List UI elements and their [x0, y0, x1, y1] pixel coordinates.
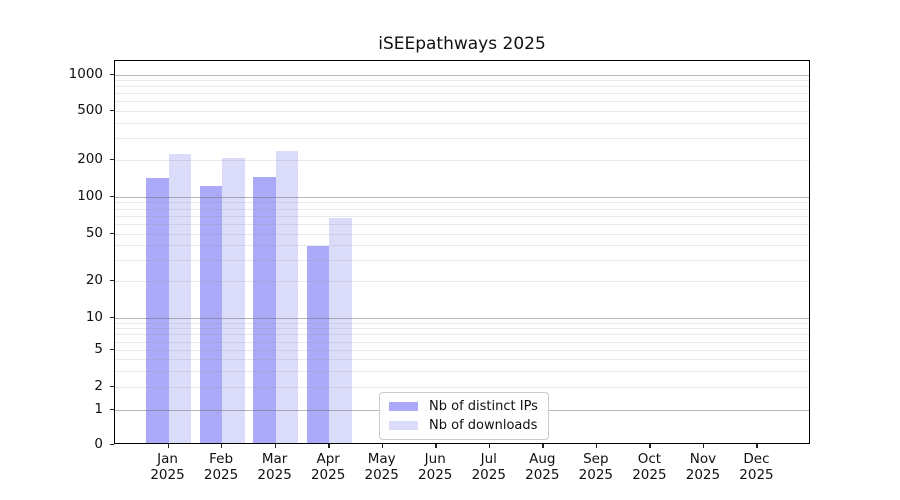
bar-distinct-ips-apr	[306, 245, 330, 443]
gridline-minor	[115, 328, 809, 330]
y-tick-mark	[110, 444, 114, 446]
bar-downloads-apr	[329, 217, 352, 443]
y-tick-label: 10	[85, 308, 103, 325]
gridline-minor	[115, 341, 809, 343]
y-tick-label: 200	[77, 151, 103, 167]
gridline-minor	[115, 387, 809, 388]
gridline-minor	[115, 138, 809, 140]
y-tick-label: 500	[77, 102, 103, 118]
gridline-minor	[115, 202, 809, 204]
y-tick-label: 0	[94, 436, 103, 452]
legend-item-distinct-ips: Nb of distinct IPs	[389, 399, 538, 414]
y-tick-mark	[110, 349, 114, 351]
x-tick-label-aug: Aug 2025	[525, 451, 560, 483]
y-tick-label: 1	[94, 400, 103, 417]
x-tick-mark	[328, 444, 330, 448]
y-tick-label: 20	[85, 272, 103, 288]
y-tick-mark	[110, 110, 114, 112]
y-tick-mark	[110, 408, 114, 411]
legend-swatch-distinct-ips	[389, 402, 418, 411]
bar-distinct-ips-jan	[146, 177, 169, 443]
x-tick-label-may: May 2025	[364, 451, 399, 483]
gridline-minor	[115, 233, 809, 235]
bar-downloads-feb	[222, 158, 245, 443]
y-tick-mark	[110, 159, 114, 161]
x-tick-label-jul: Jul 2025	[471, 451, 506, 483]
x-tick-mark	[649, 444, 651, 448]
y-tick-mark	[110, 232, 114, 234]
x-tick-mark	[542, 444, 544, 448]
bar-distinct-ips-mar	[253, 176, 276, 443]
legend-swatch-downloads	[389, 421, 418, 430]
y-tick-mark	[110, 73, 114, 76]
gridline-minor	[115, 245, 809, 247]
x-tick-mark	[221, 444, 223, 448]
x-tick-label-jan: Jan 2025	[150, 451, 185, 483]
gridline-minor	[115, 370, 809, 372]
gridline-minor	[115, 101, 809, 103]
bar-distinct-ips-feb	[199, 185, 223, 443]
legend-label-downloads: Nb of downloads	[429, 418, 538, 433]
gridline-minor	[115, 93, 809, 95]
gridline-major	[115, 196, 809, 198]
gridline-minor	[115, 359, 809, 360]
y-tick-label: 2	[94, 378, 103, 394]
gridline-minor	[115, 122, 809, 124]
x-tick-mark	[488, 444, 491, 448]
x-tick-mark	[702, 444, 705, 448]
legend: Nb of distinct IPs Nb of downloads	[379, 392, 549, 440]
x-tick-mark	[756, 444, 758, 448]
y-tick-mark	[110, 280, 114, 282]
y-tick-label: 5	[94, 341, 103, 357]
x-tick-mark	[381, 444, 384, 448]
y-tick-label: 50	[85, 224, 103, 241]
x-tick-mark	[435, 444, 437, 448]
gridline-minor	[115, 160, 809, 161]
x-tick-label-mar: Mar 2025	[257, 451, 292, 483]
x-tick-label-oct: Oct 2025	[632, 451, 667, 483]
x-tick-label-sep: Sep 2025	[578, 451, 614, 483]
gridline-minor	[115, 111, 809, 112]
gridline-minor	[115, 281, 809, 282]
x-tick-label-nov: Nov 2025	[685, 451, 721, 483]
x-tick-label-jun: Jun 2025	[418, 451, 453, 483]
gridline-minor	[115, 86, 809, 88]
x-tick-mark	[595, 444, 598, 448]
gridline-minor	[115, 334, 809, 336]
gridline-minor	[115, 350, 809, 351]
x-tick-label-feb: Feb 2025	[203, 451, 239, 483]
legend-label-distinct-ips: Nb of distinct IPs	[429, 399, 538, 414]
gridline-minor	[115, 223, 809, 225]
chart-title: iSEEpathways 2025	[378, 34, 546, 54]
x-tick-mark	[274, 444, 276, 448]
bar-downloads-mar	[275, 151, 299, 443]
y-tick-label: 1000	[68, 65, 103, 82]
plot-area	[114, 60, 810, 444]
x-tick-mark	[167, 444, 169, 448]
x-tick-label-dec: Dec 2025	[739, 451, 774, 483]
gridline-minor	[115, 215, 809, 217]
gridline-major	[115, 74, 809, 76]
bar-downloads-jan	[168, 154, 192, 443]
x-tick-label-apr: Apr 2025	[310, 451, 346, 483]
legend-item-downloads: Nb of downloads	[389, 418, 538, 433]
y-tick-mark	[110, 195, 114, 198]
y-tick-label: 100	[77, 187, 103, 204]
y-tick-mark	[110, 386, 114, 388]
gridline-minor	[115, 322, 809, 324]
gridline-minor	[115, 259, 809, 261]
gridline-minor	[115, 208, 809, 210]
gridline-major	[115, 317, 809, 319]
gridline-minor	[115, 80, 809, 82]
y-tick-mark	[110, 316, 114, 319]
